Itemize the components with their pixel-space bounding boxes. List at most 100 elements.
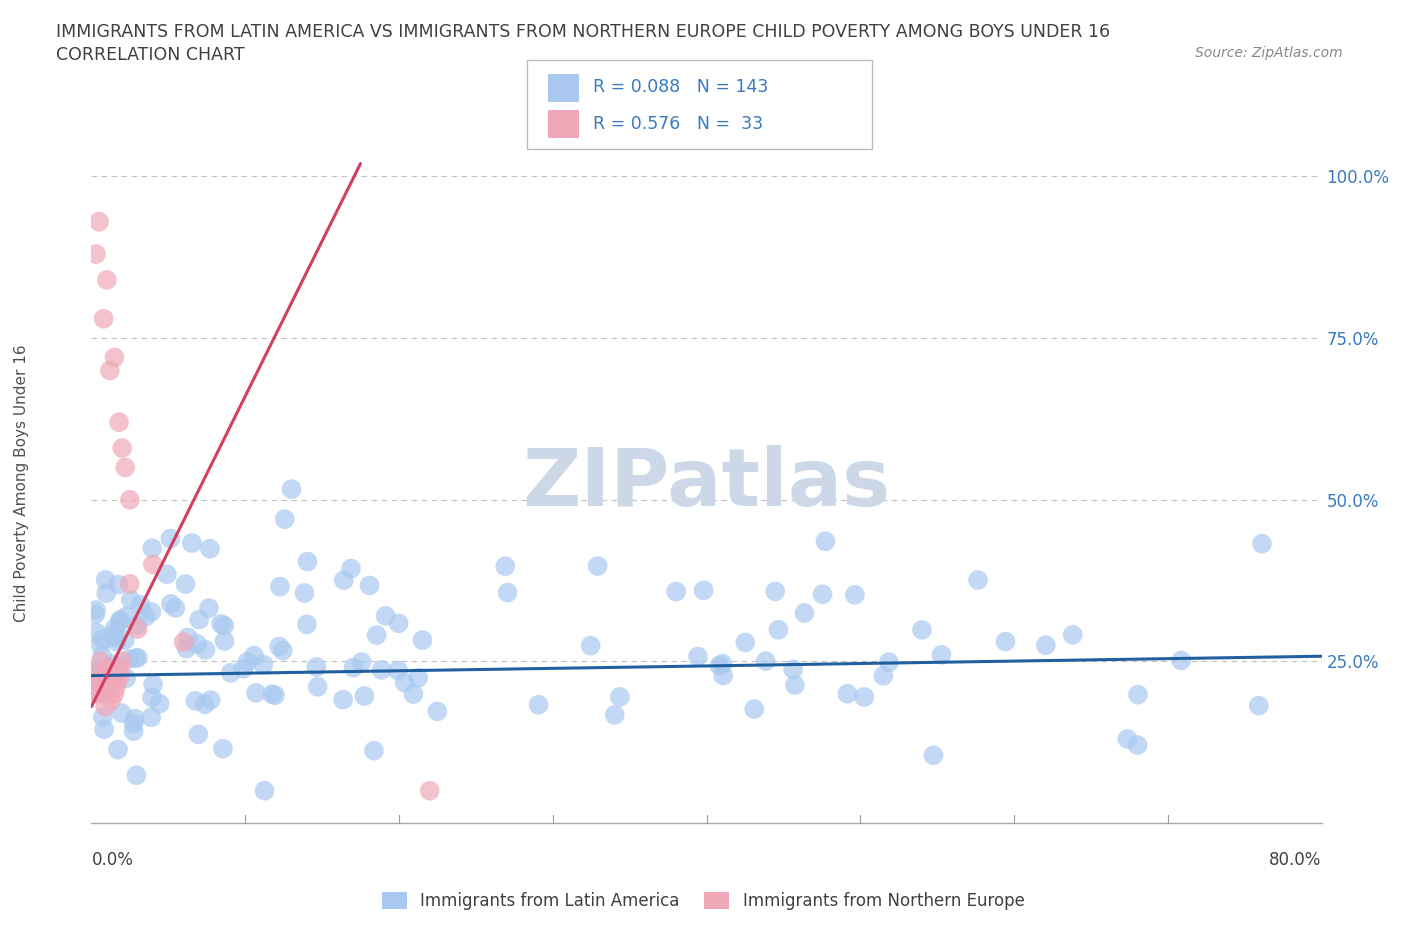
Point <box>84 666 107 681</box>
Point <box>253 783 276 798</box>
Point <box>93 673 115 688</box>
Point <box>274 512 297 526</box>
Point <box>837 686 859 701</box>
Point <box>264 688 287 703</box>
Point <box>125 768 148 783</box>
Point <box>96 586 118 601</box>
Point <box>118 492 141 507</box>
Point <box>141 690 163 705</box>
Point <box>814 534 837 549</box>
Point <box>931 647 953 662</box>
Point <box>853 689 876 704</box>
Point <box>127 650 149 665</box>
Point <box>967 573 990 588</box>
Point <box>104 621 127 636</box>
Text: CORRELATION CHART: CORRELATION CHART <box>56 46 245 64</box>
Point <box>141 604 163 619</box>
Point <box>579 638 602 653</box>
Point <box>87 214 110 229</box>
Point <box>97 680 120 695</box>
Point <box>120 592 142 607</box>
Point <box>793 605 815 620</box>
Point <box>844 588 866 603</box>
Point <box>922 748 945 763</box>
Point <box>111 706 134 721</box>
Point <box>353 688 375 703</box>
Point <box>177 630 200 644</box>
Point <box>156 566 179 581</box>
Point <box>118 577 141 591</box>
Point <box>90 654 112 669</box>
Point <box>103 686 125 701</box>
Point <box>87 675 110 690</box>
Point <box>194 643 217 658</box>
Point <box>1062 628 1084 643</box>
Point <box>763 584 786 599</box>
Point <box>692 583 714 598</box>
Point <box>84 603 107 618</box>
Point <box>911 622 934 637</box>
Point <box>711 668 734 683</box>
Point <box>198 601 221 616</box>
Point <box>87 667 110 682</box>
Point <box>186 636 208 651</box>
Point <box>129 597 152 612</box>
Point <box>122 716 145 731</box>
Point <box>877 655 900 670</box>
Point <box>89 637 111 652</box>
Point <box>107 577 129 591</box>
Point <box>1116 732 1139 747</box>
Point <box>91 648 114 663</box>
Point <box>124 651 146 666</box>
Point <box>160 596 183 611</box>
Point <box>114 460 136 475</box>
Point <box>91 631 114 646</box>
Point <box>93 312 115 326</box>
Point <box>180 536 202 551</box>
Point <box>252 658 274 672</box>
Point <box>342 660 364 675</box>
Point <box>374 608 396 623</box>
Point <box>387 663 409 678</box>
Point <box>307 679 329 694</box>
Point <box>118 652 141 667</box>
Point <box>294 586 316 601</box>
Point <box>212 741 235 756</box>
Text: R = 0.088   N = 143: R = 0.088 N = 143 <box>593 78 769 96</box>
Point <box>108 660 131 675</box>
Point <box>122 724 145 738</box>
Point <box>609 689 631 704</box>
Point <box>295 617 318 631</box>
Point <box>107 673 129 688</box>
Point <box>142 677 165 692</box>
Point <box>200 693 222 708</box>
Point <box>110 667 132 682</box>
Point <box>111 654 134 669</box>
Point <box>214 618 236 633</box>
Point <box>84 246 107 261</box>
Point <box>142 557 165 572</box>
Point <box>1126 687 1149 702</box>
Point <box>297 554 319 569</box>
Point <box>782 662 804 677</box>
Point <box>219 665 242 680</box>
Point <box>94 572 117 587</box>
Point <box>86 625 108 640</box>
Point <box>426 704 449 719</box>
Point <box>103 350 125 365</box>
Point <box>135 609 157 624</box>
Point <box>198 541 221 556</box>
Point <box>111 441 134 456</box>
Point <box>165 601 187 616</box>
Point <box>340 561 363 576</box>
Point <box>105 634 128 649</box>
Point <box>872 669 894 684</box>
Point <box>104 631 127 645</box>
Point <box>98 673 121 688</box>
Point <box>359 578 381 593</box>
Point <box>494 559 516 574</box>
Point <box>86 685 108 700</box>
Point <box>245 685 267 700</box>
Point <box>406 671 429 685</box>
Point <box>783 678 806 693</box>
